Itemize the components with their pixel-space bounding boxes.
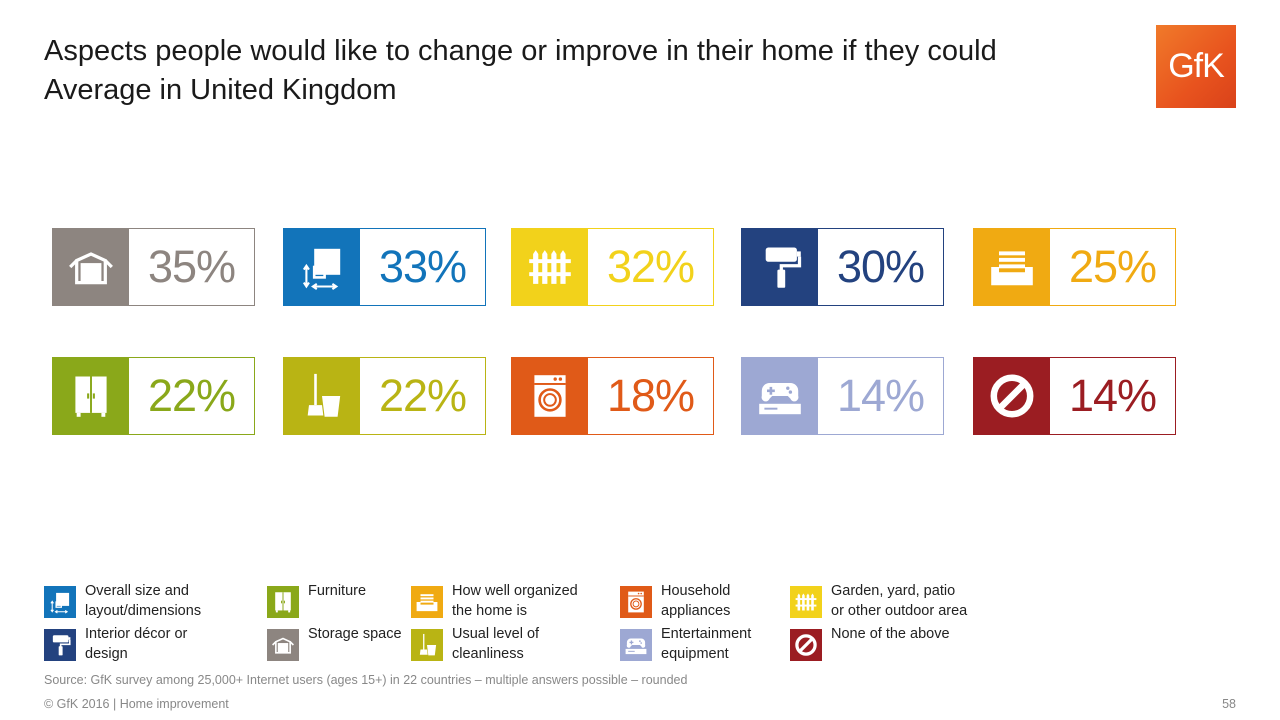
legend-item: None of the above (790, 625, 971, 661)
stat-tile: 33% (283, 228, 486, 306)
inbox-tray-icon (974, 229, 1050, 305)
fence-icon (512, 229, 588, 305)
stat-tile: 32% (511, 228, 714, 306)
layout-dimensions-icon (284, 229, 360, 305)
legend-item: Furniture (267, 582, 448, 618)
prohibited-icon (974, 358, 1050, 434)
layout-dimensions-icon (44, 586, 76, 618)
legend-label: Entertainment equipment (661, 626, 752, 662)
tile-percentage: 22% (147, 370, 236, 421)
legend-item: Storage space (267, 625, 448, 661)
inbox-tray-icon (411, 586, 443, 618)
prohibited-icon (790, 629, 822, 661)
legend-item: Interior décor or design (44, 625, 225, 664)
footer-copyright: © GfK 2016 | Home improvement (44, 697, 229, 711)
stat-tile: 25% (973, 228, 1176, 306)
slide-title: Aspects people would like to change or i… (44, 32, 997, 110)
tile-percentage: 14% (1068, 370, 1157, 421)
tile-percentage: 35% (147, 241, 236, 292)
fence-icon (790, 586, 822, 618)
legend-item: Garden, yard, patio or other outdoor are… (790, 582, 971, 621)
title-line-2: Average in United Kingdom (44, 74, 397, 106)
washing-machine-icon (512, 358, 588, 434)
stat-tile: 35% (52, 228, 255, 306)
storage-box-icon (53, 229, 129, 305)
game-console-icon (620, 629, 652, 661)
washing-machine-icon (620, 586, 652, 618)
legend-item: Usual level of cleanliness (411, 625, 592, 664)
stat-tile: 14% (973, 357, 1176, 435)
tile-percentage: 18% (606, 370, 695, 421)
mop-bucket-icon (284, 358, 360, 434)
tile-percentage: 33% (378, 241, 467, 292)
stat-tile: 14% (741, 357, 944, 435)
legend-item: Overall size and layout/dimensions (44, 582, 225, 621)
wardrobe-icon (267, 586, 299, 618)
tile-percentage: 30% (836, 241, 925, 292)
legend-label: How well organized the home is (452, 583, 578, 619)
source-note: Source: GfK survey among 25,000+ Interne… (44, 673, 688, 687)
game-console-icon (742, 358, 818, 434)
legend-item: How well organized the home is (411, 582, 592, 621)
tile-percentage: 14% (836, 370, 925, 421)
tile-percentage: 32% (606, 241, 695, 292)
title-line-1: Aspects people would like to change or i… (44, 35, 997, 67)
legend-label: Interior décor or design (85, 626, 188, 662)
stat-tile: 30% (741, 228, 944, 306)
storage-box-icon (267, 629, 299, 661)
gfk-logo: GfK (1156, 25, 1236, 108)
legend-label: Furniture (308, 583, 367, 599)
tile-percentage: 25% (1068, 241, 1157, 292)
stat-tile: 18% (511, 357, 714, 435)
legend-label: Household appliances (661, 583, 731, 619)
page-number: 58 (1222, 697, 1236, 711)
legend-label: Garden, yard, patio or other outdoor are… (831, 583, 968, 619)
legend-label: None of the above (831, 626, 950, 642)
legend-item: Household appliances (620, 582, 801, 621)
paint-roller-icon (742, 229, 818, 305)
legend-label: Storage space (308, 626, 402, 642)
legend: Overall size and layout/dimensions Furnit… (44, 582, 1044, 668)
paint-roller-icon (44, 629, 76, 661)
legend-item: Entertainment equipment (620, 625, 801, 664)
wardrobe-icon (53, 358, 129, 434)
tile-percentage: 22% (378, 370, 467, 421)
mop-bucket-icon (411, 629, 443, 661)
stat-tile: 22% (52, 357, 255, 435)
legend-label: Overall size and layout/dimensions (85, 583, 202, 619)
legend-label: Usual level of cleanliness (452, 626, 540, 662)
stat-tile: 22% (283, 357, 486, 435)
